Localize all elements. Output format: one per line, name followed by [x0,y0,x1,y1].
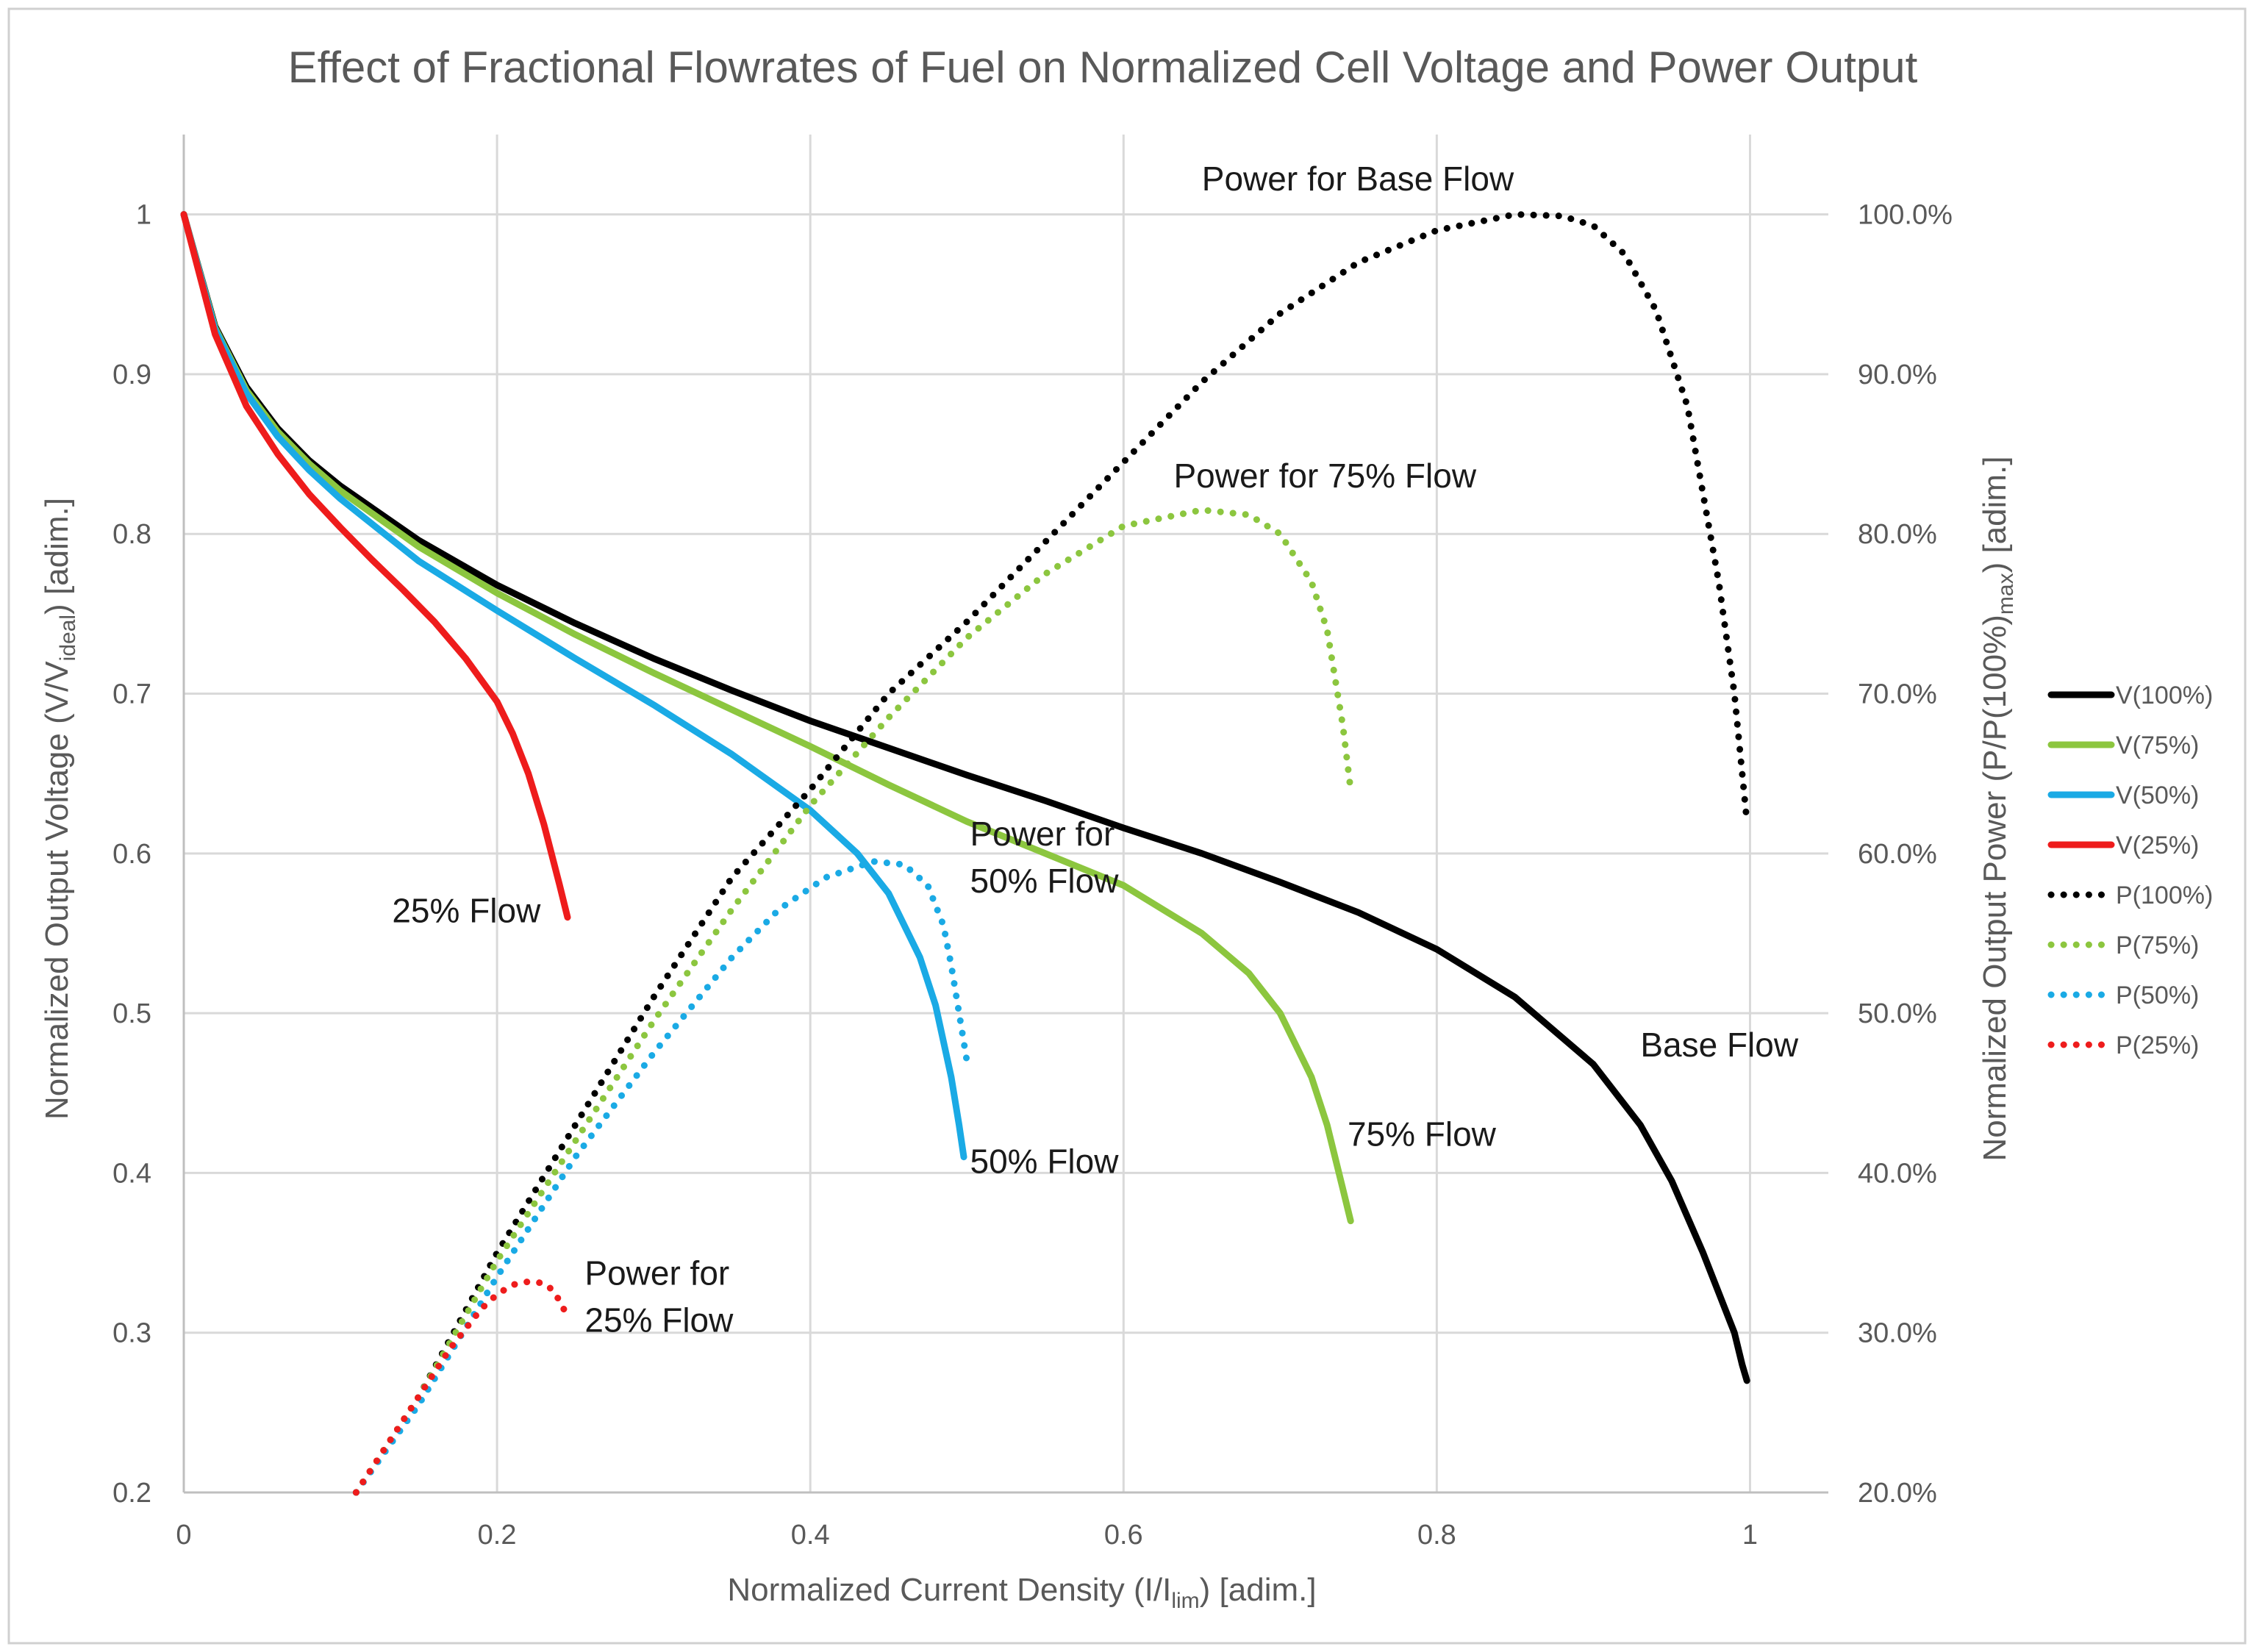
legend: V(100%) V(75%) V(50%) V(25%) P(100%) P(75%) P(… [2047,682,2213,1059]
series-line-p-75 [352,507,1354,1496]
legend-label: P(50%) [2116,981,2199,1009]
annotation-line: Power for Base Flow [1202,160,1514,198]
legend-label: P(25%) [2116,1031,2199,1059]
legend-label: V(100%) [2116,682,2213,709]
y-right-tick-label: 50.0% [1858,998,1937,1029]
annotation-line: 25% Flow [392,891,541,929]
series-line-v-25 [180,211,571,921]
x-tick-label: 1 [1742,1520,1758,1551]
legend-item-p-100: P(100%) [2047,882,2213,909]
series-line-v-75 [180,211,1354,1225]
series-line-p-25 [352,1278,571,1496]
annotation-line: Power for 75% Flow [1173,457,1476,495]
x-tick-label: 0.4 [791,1520,830,1551]
x-tick-label: 0.6 [1104,1520,1143,1551]
y-right-tick-label: 30.0% [1858,1318,1937,1349]
y-left-tick-label: 1 [136,200,151,231]
y-right-tick-label: 80.0% [1858,519,1937,550]
y-left-tick-label: 0.7 [112,679,151,710]
annotation-line: 50% Flow [970,1142,1119,1180]
legend-item-p-25: P(25%) [2047,1031,2199,1059]
annotation-label: Power for 50% Flow [970,815,1119,900]
legend-label: V(50%) [2116,782,2199,809]
y-right-tick-label: 40.0% [1858,1158,1937,1189]
x-tick-label: 0 [176,1520,191,1551]
series-lines [180,211,1750,1496]
x-axis-title-tail: ) [adim.] [1200,1572,1317,1608]
y-left-tick-label: 0.5 [112,998,151,1029]
x-axis-title-sub: lim [1171,1589,1199,1613]
legend-label: P(75%) [2116,932,2199,959]
series-line-v-50 [180,211,967,1161]
annotation-label: 25% Flow [392,891,541,929]
y-left-axis-title-tail: ) [adim.] [39,498,75,615]
y-left-tick-label: 0.8 [112,519,151,550]
legend-item-p-50: P(50%) [2047,981,2199,1009]
annotation-label: 50% Flow [970,1142,1119,1180]
y-right-axis-title: Normalized Output Power (P/P(100%)max) [… [1977,456,2018,1161]
annotations: Power for Base Flow Power for 75% Flow Pow… [392,160,1799,1339]
x-axis-title-main: Normalized Current Density (I/I [727,1572,1171,1608]
annotation-label: 75% Flow [1348,1115,1497,1153]
y-right-tick-label: 100.0% [1858,200,1953,231]
y-left-axis-title-sub: ideal [56,615,80,661]
annotation-line: Base Flow [1640,1026,1799,1064]
y-right-tick-label: 90.0% [1858,360,1937,390]
x-tick-label: 0.2 [478,1520,517,1551]
annotation-label: Power for 75% Flow [1173,457,1476,495]
annotation-line: 75% Flow [1348,1115,1497,1153]
series-line-p-50 [352,858,970,1496]
annotation-label: Power for Base Flow [1202,160,1514,198]
axis-ticks: 0.2 0.3 0.4 0.5 0.6 0.7 0.8 0.9 1 0 0.2 0.4 0.6 0.8 1 2… [112,200,1953,1551]
y-right-tick-label: 20.0% [1858,1478,1937,1509]
y-left-tick-label: 0.6 [112,839,151,870]
series-line-p-100 [352,211,1750,1496]
y-right-tick-label: 70.0% [1858,679,1937,710]
y-right-tick-label: 60.0% [1858,839,1937,870]
legend-item-v-75: V(75%) [2047,732,2199,759]
chart-title: Effect of Fractional Flowrates of Fuel o… [288,43,1918,92]
x-tick-label: 0.8 [1417,1520,1456,1551]
y-left-tick-label: 0.2 [112,1478,151,1509]
legend-item-v-25: V(25%) [2047,832,2199,859]
y-left-axis-title-main: Normalized Output Voltage (V/V [39,661,75,1120]
y-left-tick-label: 0.3 [112,1318,151,1349]
legend-label: V(25%) [2116,832,2199,859]
x-axis-title: Normalized Current Density (I/Ilim) [adi… [727,1572,1316,1613]
legend-item-v-100: V(100%) [2047,682,2213,709]
y-right-axis-title-sub: max [1994,573,2018,615]
annotation-line: Power for [970,815,1115,853]
annotation-line: 50% Flow [970,862,1119,900]
annotation-label: Base Flow [1640,1026,1799,1064]
y-right-axis-title-main: Normalized Output Power (P/P(100%) [1977,615,2013,1161]
legend-item-p-75: P(75%) [2047,932,2199,959]
y-left-tick-label: 0.4 [112,1158,151,1189]
y-right-axis-title-tail: ) [adim.] [1977,456,2013,573]
legend-item-v-50: V(50%) [2047,782,2199,809]
annotation-label: Power for 25% Flow [584,1254,734,1340]
y-left-axis-title: Normalized Output Voltage (V/Videal) [ad… [39,498,80,1120]
annotation-line: Power for [584,1254,729,1292]
legend-label: V(75%) [2116,732,2199,759]
annotation-line: 25% Flow [584,1301,734,1340]
y-left-tick-label: 0.9 [112,360,151,390]
legend-label: P(100%) [2116,882,2213,909]
